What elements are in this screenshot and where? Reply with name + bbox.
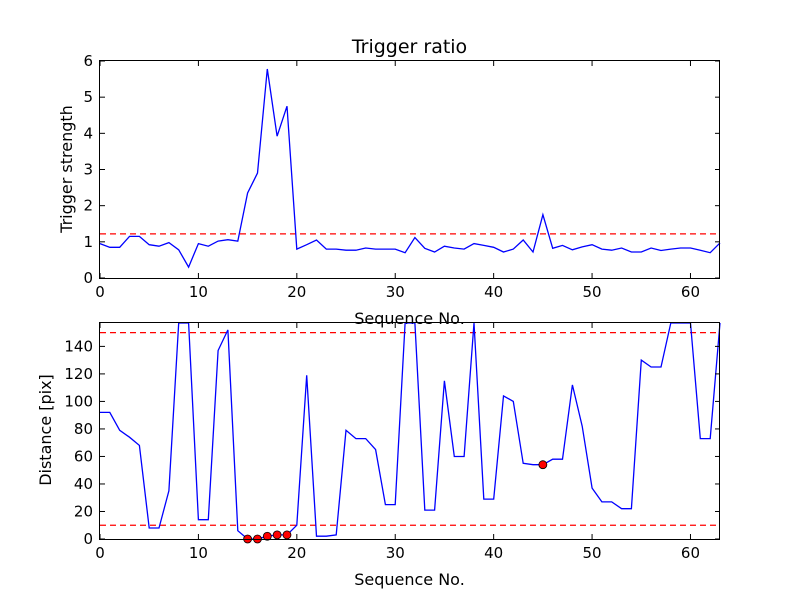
- bottom-plot-xlabel: Sequence No.: [354, 570, 465, 589]
- x-tick-label: 60: [681, 283, 700, 301]
- top-plot-ylabel: Trigger strength: [57, 105, 76, 234]
- bottom-threshold-layer: [100, 332, 720, 526]
- x-tick-label: 10: [189, 544, 208, 562]
- x-tick-label: 30: [386, 544, 405, 562]
- y-tick-label: 0: [83, 530, 93, 548]
- x-tick-label: 40: [484, 544, 503, 562]
- x-tick-label: 0: [95, 544, 105, 562]
- bottom-plot-frame: [99, 322, 720, 540]
- bottom-marker-layer: [243, 460, 548, 544]
- top-plot-xlabel: Sequence No.: [354, 309, 465, 328]
- x-tick-label: 40: [484, 283, 503, 301]
- y-tick-label: 6: [83, 52, 93, 70]
- bottom-series-layer: [100, 322, 721, 540]
- data-marker: [282, 530, 292, 540]
- x-tick-label: 50: [583, 544, 602, 562]
- y-tick-label: 140: [64, 337, 93, 355]
- y-tick-label: 20: [74, 502, 93, 520]
- y-tick-label: 120: [64, 365, 93, 383]
- series-line: [99, 68, 721, 269]
- y-tick-label: 80: [74, 420, 93, 438]
- top-plot-title: Trigger ratio: [351, 36, 467, 58]
- x-tick-label: 10: [189, 283, 208, 301]
- y-tick-label: 100: [64, 392, 93, 410]
- bottom-plot: Distance [pix] Sequence No. 0 10 20 30 40 50 6…: [36, 322, 721, 589]
- y-tick-label: 5: [83, 88, 93, 106]
- top-ticks-layer: 0 10 20 30 40 50 60 0 1 2 3 4 5 6: [83, 52, 720, 301]
- data-marker: [538, 460, 548, 470]
- top-plot: Trigger ratio Trigger strength Sequence …: [57, 36, 721, 328]
- top-plot-frame: [99, 60, 720, 279]
- y-tick-label: 40: [74, 475, 93, 493]
- data-marker: [262, 531, 272, 541]
- y-tick-label: 2: [83, 197, 93, 215]
- data-marker: [272, 530, 282, 540]
- x-tick-label: 0: [95, 283, 105, 301]
- y-tick-label: 1: [83, 233, 93, 251]
- x-tick-label: 50: [583, 283, 602, 301]
- bottom-plot-ylabel: Distance [pix]: [36, 374, 55, 486]
- x-tick-label: 30: [386, 283, 405, 301]
- x-tick-label: 60: [681, 544, 700, 562]
- y-tick-label: 4: [83, 124, 93, 142]
- y-tick-label: 3: [83, 161, 93, 179]
- series-line: [100, 322, 721, 540]
- bottom-ticks-layer: 0 10 20 30 40 50 60 0 20 40 60 80 100 120 140: [64, 323, 720, 562]
- y-tick-label: 60: [74, 447, 93, 465]
- y-tick-label: 0: [83, 269, 93, 287]
- top-series-layer: [99, 68, 721, 269]
- x-tick-label: 20: [287, 544, 306, 562]
- x-tick-label: 20: [287, 283, 306, 301]
